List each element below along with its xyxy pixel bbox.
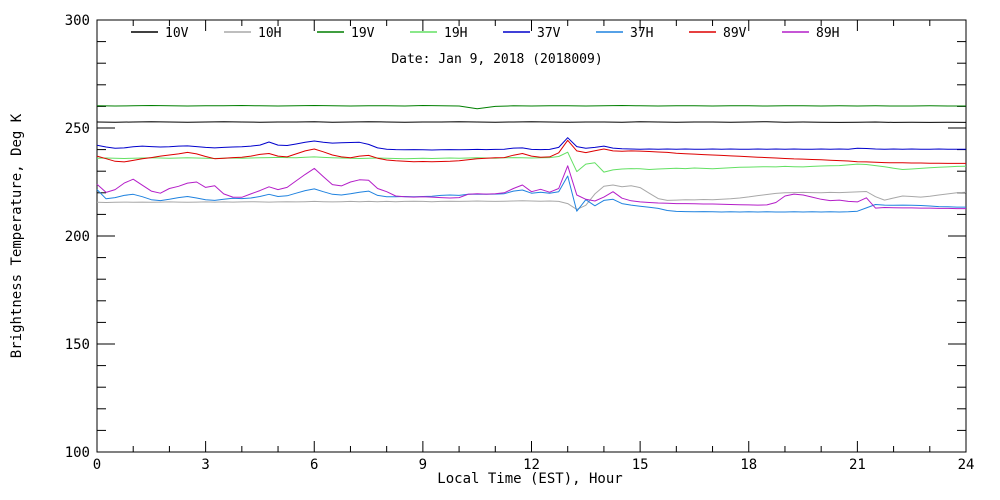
- legend-label-89v: 89V: [723, 26, 747, 41]
- x-tick-label: 15: [632, 457, 649, 473]
- x-tick-label: 3: [201, 457, 209, 473]
- legend-label-89h: 89H: [816, 26, 839, 41]
- legend-item-89v: 89V: [689, 26, 747, 41]
- axis-ticks: [96, 19, 967, 453]
- series-line-10v: [96, 121, 967, 123]
- date-label: Date: Jan 9, 2018 (2018009): [391, 52, 603, 67]
- y-tick-label: 200: [65, 229, 90, 245]
- legend-label-10h: 10H: [258, 26, 281, 41]
- legend-label-10v: 10V: [165, 26, 189, 41]
- series-line-19h: [96, 151, 967, 173]
- legend-label-37v: 37V: [537, 26, 561, 41]
- y-tick-label: 100: [65, 445, 90, 461]
- legend-item-10h: 10H: [224, 26, 281, 41]
- x-tick-label: 0: [93, 457, 101, 473]
- x-tick-label: 24: [958, 457, 975, 473]
- legend: 10V 10H 19V 19H 37V 37H 89V 89H: [131, 26, 839, 41]
- plot-frame: [96, 19, 967, 453]
- x-tick-label: 6: [310, 457, 318, 473]
- legend-item-89h: 89H: [782, 26, 839, 41]
- series-line-89h: [96, 165, 966, 210]
- legend-item-19h: 19H: [410, 26, 467, 41]
- legend-item-10v: 10V: [131, 26, 189, 41]
- y-tick-label: 250: [65, 121, 90, 137]
- legend-item-37v: 37V: [503, 26, 561, 41]
- x-tick-label: 18: [740, 457, 757, 473]
- legend-item-19v: 19V: [317, 26, 375, 41]
- legend-label-19v: 19V: [351, 26, 375, 41]
- y-tick-label: 300: [65, 13, 90, 29]
- legend-label-37h: 37H: [630, 26, 653, 41]
- series-line-37v: [96, 137, 966, 151]
- series-line-37h: [96, 175, 966, 213]
- legend-item-37h: 37H: [596, 26, 653, 41]
- series-line-89v: [96, 139, 966, 164]
- x-tick-label: 21: [849, 457, 866, 473]
- x-tick-label: 9: [419, 457, 427, 473]
- y-axis-title: Brightness Temperature, Deg K: [9, 113, 25, 359]
- x-axis-title: Local Time (EST), Hour: [437, 471, 623, 487]
- y-tick-label: 150: [65, 337, 90, 353]
- x-tick-label: 12: [523, 457, 540, 473]
- series-line-19v: [96, 105, 966, 110]
- legend-label-19h: 19H: [444, 26, 467, 41]
- series-line-10h: [96, 184, 967, 210]
